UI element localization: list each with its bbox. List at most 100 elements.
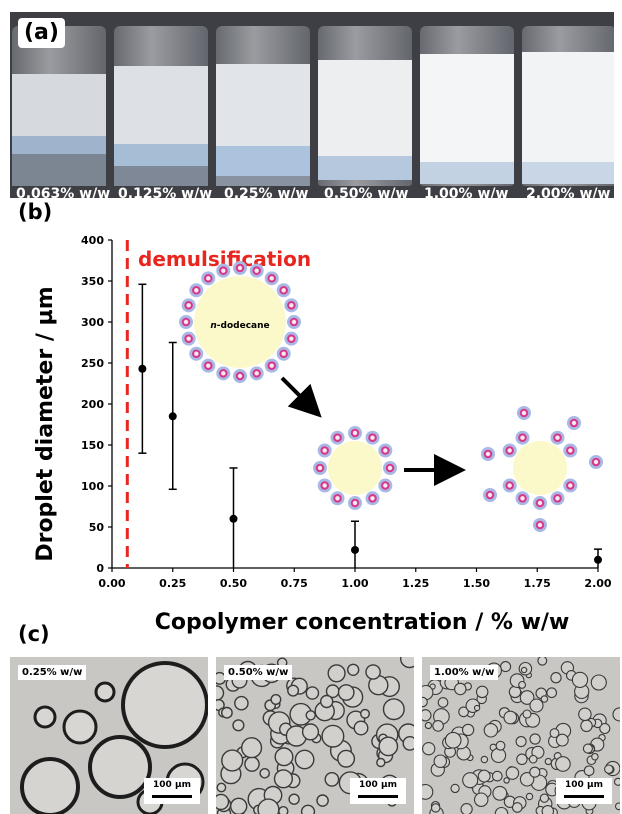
droplet xyxy=(422,709,432,722)
large-droplet-diagram xyxy=(179,261,301,383)
vial-label-2: 0.125% w/w xyxy=(118,186,213,198)
vial-1 xyxy=(12,26,106,186)
droplet xyxy=(555,756,571,772)
droplet xyxy=(571,671,589,689)
droplet xyxy=(613,777,620,786)
droplet xyxy=(216,782,227,793)
y-tick-label: 0 xyxy=(96,562,104,575)
y-tick-label: 200 xyxy=(81,398,104,411)
droplet xyxy=(274,747,294,767)
droplet xyxy=(270,694,282,706)
y-axis-title: Droplet diameter / µm xyxy=(33,286,58,561)
droplet xyxy=(337,684,355,701)
droplet xyxy=(257,798,280,814)
droplet xyxy=(432,720,444,732)
droplet xyxy=(612,707,620,722)
droplet xyxy=(555,733,569,747)
scale-bar-1: 100 µm xyxy=(144,778,200,804)
droplet xyxy=(376,757,386,768)
droplet xyxy=(232,719,245,732)
droplet xyxy=(518,680,527,689)
x-tick-label: 1.50 xyxy=(463,577,490,590)
droplet xyxy=(259,768,271,779)
x-tick-label: 0.00 xyxy=(98,577,125,590)
droplet xyxy=(505,766,520,780)
y-tick-label: 50 xyxy=(89,521,105,534)
droplet xyxy=(424,721,433,730)
oil-core xyxy=(194,276,286,368)
x-tick-label: 1.00 xyxy=(341,577,368,590)
droplet xyxy=(529,733,541,745)
droplet xyxy=(503,777,510,784)
droplet xyxy=(288,793,300,805)
x-axis-title: Copolymer concentration / % w/w xyxy=(155,610,570,635)
droplet xyxy=(337,749,356,768)
droplet xyxy=(492,785,508,801)
droplet xyxy=(477,769,491,783)
droplet xyxy=(422,742,436,756)
droplet xyxy=(216,685,225,701)
droplet xyxy=(515,736,527,748)
droplet xyxy=(528,754,538,764)
vial-2 xyxy=(114,26,208,186)
medium-droplet-diagram xyxy=(313,426,397,510)
micrograph-2: 0.50% w/w 100 µm xyxy=(216,657,414,814)
data-point xyxy=(138,364,147,373)
oil-core xyxy=(513,441,567,495)
droplet xyxy=(539,793,550,803)
droplet xyxy=(240,737,263,759)
vial-label-4: 0.50% w/w xyxy=(324,186,409,198)
droplet-diameter-chart: 0 50 100 150 200 250 300 350 400 0.00 0.25 0.50 0.75… xyxy=(33,234,612,635)
panel-b-label: (b) xyxy=(18,200,53,224)
droplet xyxy=(461,723,475,737)
droplet xyxy=(319,694,334,709)
droplet xyxy=(458,706,469,718)
vial-6 xyxy=(522,26,614,186)
droplet xyxy=(359,708,370,719)
x-tick-label: 0.75 xyxy=(281,577,308,590)
droplet xyxy=(244,756,260,772)
micrograph-3: 1.00% w/w 100 µm xyxy=(422,657,620,814)
droplet xyxy=(316,794,329,807)
droplet xyxy=(490,747,507,764)
droplet xyxy=(529,698,544,713)
droplet xyxy=(550,672,562,684)
x-tick-label: 2.00 xyxy=(584,577,611,590)
droplet xyxy=(511,802,523,813)
droplet xyxy=(508,685,522,699)
arrow-shrink xyxy=(280,376,322,418)
vial-label-5: 1.00% w/w xyxy=(424,186,509,198)
droplet xyxy=(301,723,320,741)
droplet xyxy=(216,793,230,811)
micrograph-3-label: 1.00% w/w xyxy=(430,665,499,680)
droplet xyxy=(549,728,560,739)
micrograph-1: 0.25% w/w 100 µm xyxy=(10,657,208,814)
droplet xyxy=(495,740,506,751)
droplet xyxy=(346,663,360,677)
droplet xyxy=(287,684,300,697)
y-tick-label: 100 xyxy=(81,480,104,493)
droplet xyxy=(580,719,593,733)
droplet xyxy=(305,710,316,721)
scale-bar-2: 100 µm xyxy=(350,778,406,804)
panel-c-label: (c) xyxy=(18,622,50,646)
droplet xyxy=(522,709,532,719)
droplet xyxy=(525,792,534,801)
droplet xyxy=(599,722,611,735)
droplet xyxy=(591,752,599,761)
droplet xyxy=(300,804,316,814)
vial-4 xyxy=(318,26,412,186)
droplet xyxy=(491,770,503,782)
droplet xyxy=(578,707,592,722)
droplet-schematic: n-dodecane xyxy=(179,261,603,532)
droplet xyxy=(305,686,320,700)
droplet xyxy=(444,731,462,749)
droplet xyxy=(460,803,473,814)
y-tick-label: 400 xyxy=(81,234,104,247)
droplet xyxy=(220,706,233,719)
x-tick-label: 0.50 xyxy=(220,577,247,590)
droplet xyxy=(519,690,535,705)
droplet xyxy=(516,753,528,766)
droplet xyxy=(437,697,449,708)
droplet xyxy=(273,769,293,789)
